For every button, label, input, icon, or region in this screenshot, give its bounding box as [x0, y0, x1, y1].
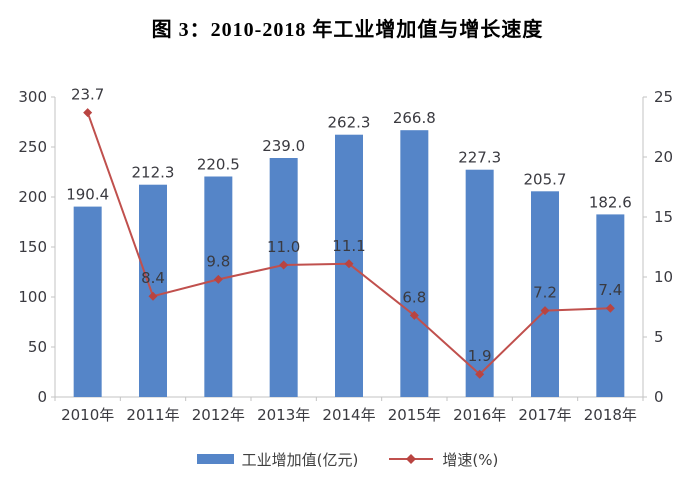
x-category-label: 2015年 — [388, 406, 441, 424]
left-axis-tick-label: 0 — [37, 388, 47, 406]
chart-title: 图 3：2010-2018 年工业增加值与增长速度 — [151, 19, 544, 41]
bar-2013年 — [269, 158, 298, 397]
bar-value-label: 182.6 — [589, 193, 632, 211]
line-marker-2013年 — [279, 260, 289, 270]
line-value-label: 23.7 — [71, 86, 104, 104]
chart-legend: 工业增加值(亿元) 增速(%) — [0, 447, 695, 471]
line-value-label: 11.1 — [332, 237, 365, 255]
right-axis-tick-label: 20 — [654, 148, 673, 166]
line-value-label: 9.8 — [206, 252, 230, 270]
legend-line-label: 增速(%) — [442, 450, 499, 469]
x-category-label: 2011年 — [126, 406, 179, 424]
x-category-label: 2018年 — [584, 406, 637, 424]
combo-bar-line-chart: 0 50 100 150 200 250 300 0 5 10 15 20 25 2010年 2011年 20… — [18, 86, 673, 424]
bar-value-label: 212.3 — [132, 164, 175, 182]
line-value-label: 7.2 — [533, 284, 557, 302]
line-marker-2018年 — [605, 303, 615, 313]
line-marker-2015年 — [409, 310, 419, 320]
right-axis-tick-label: 10 — [654, 268, 673, 286]
x-category-label: 2013年 — [257, 406, 310, 424]
right-axis-tick-label: 15 — [654, 208, 673, 226]
legend-bar-label: 工业增加值(亿元) — [241, 450, 359, 469]
left-axis-tick-label: 150 — [18, 238, 47, 256]
legend-diamond-marker-icon — [406, 454, 417, 464]
x-category-label: 2010年 — [61, 406, 114, 424]
right-axis-tick-label: 25 — [654, 88, 673, 106]
bar-value-label: 262.3 — [328, 114, 371, 132]
legend-bar-swatch — [196, 454, 234, 464]
bar-value-label: 205.7 — [524, 170, 567, 188]
bar-2017年 — [531, 191, 559, 397]
bar-value-label: 220.5 — [197, 156, 240, 174]
line-marker-2010年 — [83, 108, 93, 118]
line-marker-2017年 — [540, 306, 550, 316]
bar-2010年 — [73, 206, 102, 397]
left-axis-tick-label: 250 — [18, 138, 47, 156]
x-category-label: 2016年 — [453, 406, 506, 424]
line-value-label: 7.4 — [598, 281, 622, 299]
line-marker-2011年 — [148, 291, 158, 301]
line-value-label: 11.0 — [267, 238, 300, 256]
bar-2016年 — [465, 169, 494, 397]
bar-value-label: 239.0 — [262, 137, 305, 155]
bar-2012年 — [204, 176, 233, 397]
left-axis-tick-label: 50 — [28, 338, 47, 356]
left-axis-tick-label: 100 — [18, 288, 47, 306]
legend-line-swatch — [389, 454, 434, 464]
x-category-label: 2014年 — [322, 406, 375, 424]
line-marker-2016年 — [475, 369, 485, 379]
right-axis-tick-label: 5 — [654, 328, 664, 346]
line-marker-2014年 — [344, 259, 354, 269]
left-axis-tick-label: 300 — [18, 88, 47, 106]
line-marker-2012年 — [213, 274, 223, 284]
line-value-label: 6.8 — [402, 288, 426, 306]
bar-value-label: 190.4 — [66, 186, 109, 204]
x-category-label: 2012年 — [192, 406, 245, 424]
line-value-label: 8.4 — [141, 269, 165, 287]
bar-value-label: 266.8 — [393, 109, 436, 127]
bar-2015年 — [400, 130, 429, 397]
bar-value-label: 227.3 — [458, 149, 501, 167]
x-category-label: 2017年 — [518, 406, 571, 424]
left-axis-tick-label: 200 — [18, 188, 47, 206]
right-axis-tick-label: 0 — [654, 388, 664, 406]
bar-2011年 — [139, 184, 167, 397]
line-value-label: 1.9 — [468, 347, 492, 365]
